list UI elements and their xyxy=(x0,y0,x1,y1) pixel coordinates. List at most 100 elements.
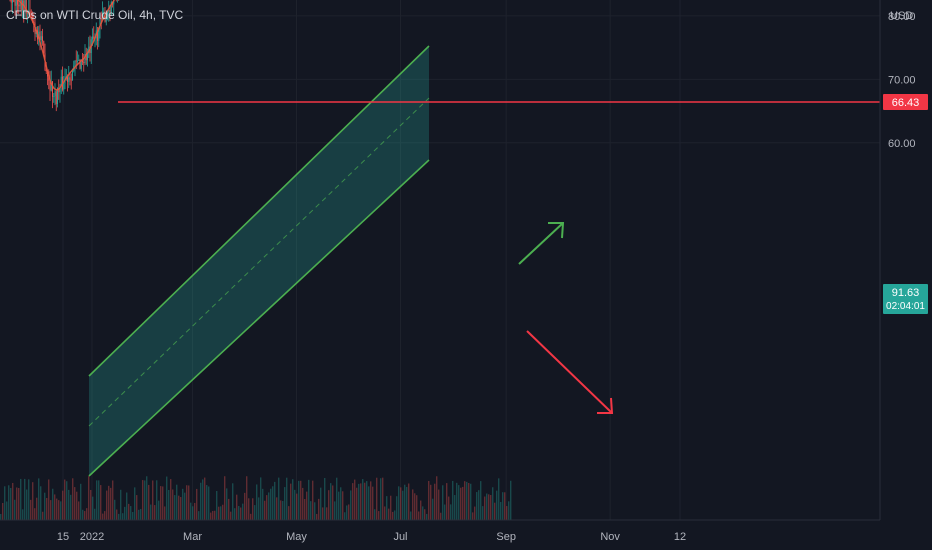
volume-bar xyxy=(50,500,52,520)
volume-bar xyxy=(230,511,232,520)
volume-bar xyxy=(432,498,434,520)
volume-bar xyxy=(390,495,392,520)
volume-bar xyxy=(244,492,246,520)
volume-bar xyxy=(0,513,2,520)
candle-body xyxy=(47,71,48,77)
volume-bar xyxy=(504,492,506,520)
volume-bar xyxy=(196,488,198,520)
volume-bar xyxy=(446,483,448,520)
volume-bar xyxy=(58,500,60,520)
volume-bar xyxy=(306,491,308,520)
volume-bar xyxy=(368,486,370,520)
x-tick-label: Jul xyxy=(393,531,407,543)
volume-bar xyxy=(472,512,474,520)
volume-bar xyxy=(364,482,366,520)
candle-body xyxy=(77,60,78,62)
volume-bar xyxy=(12,482,14,520)
volume-bar xyxy=(258,497,260,520)
volume-bar xyxy=(420,500,422,520)
volume-bar xyxy=(74,487,76,520)
volume-bar xyxy=(98,480,100,520)
volume-bar xyxy=(136,495,138,520)
volume-bar xyxy=(2,503,4,520)
volume-bar xyxy=(382,477,384,520)
candle-body xyxy=(113,0,115,5)
volume-bar xyxy=(86,508,88,520)
candle-body xyxy=(15,0,17,6)
candle-body xyxy=(48,76,50,81)
volume-bar xyxy=(246,476,248,520)
volume-bar xyxy=(334,501,336,520)
volume-bar xyxy=(510,480,512,520)
volume-bar xyxy=(162,486,164,520)
volume-bar xyxy=(500,501,502,520)
volume-bar xyxy=(66,481,68,520)
volume-bar xyxy=(8,485,10,520)
volume-bar xyxy=(498,478,500,520)
volume-bar xyxy=(234,508,236,520)
y-tick-label: 70.00 xyxy=(888,74,916,86)
candle-body xyxy=(63,83,65,90)
volume-bar xyxy=(116,509,118,520)
volume-bar xyxy=(262,488,264,520)
volume-bar xyxy=(462,486,464,520)
volume-bar xyxy=(440,512,442,520)
candle-body xyxy=(28,10,30,12)
volume-bar xyxy=(494,502,496,520)
volume-bar xyxy=(232,483,234,520)
channel-upper-line xyxy=(88,45,430,377)
candle-body xyxy=(13,0,15,2)
volume-bar xyxy=(236,494,238,520)
volume-bar xyxy=(218,506,220,520)
volume-bar xyxy=(224,476,226,520)
volume-bar xyxy=(348,504,350,520)
volume-bar xyxy=(216,491,218,520)
volume-bar xyxy=(178,495,180,520)
bearish-arrow-line xyxy=(526,330,613,414)
volume-bar xyxy=(384,506,386,520)
volume-bar xyxy=(38,478,40,520)
candle-body xyxy=(20,0,22,11)
volume-bar xyxy=(188,485,190,520)
bar-countdown-label: 02:04:01 xyxy=(886,301,925,312)
volume-bar xyxy=(120,489,122,520)
volume-bar xyxy=(296,493,298,520)
volume-bar xyxy=(190,502,192,520)
volume-bar xyxy=(4,486,6,520)
volume-bar xyxy=(272,486,274,520)
volume-bar xyxy=(278,477,280,520)
volume-bar xyxy=(250,513,252,520)
volume-bar xyxy=(270,488,272,520)
volume-bar xyxy=(508,501,510,520)
candle-body xyxy=(40,36,42,41)
candle-body xyxy=(93,36,95,39)
volume-bar xyxy=(122,513,124,520)
candle-body xyxy=(54,91,56,97)
volume-bar xyxy=(314,502,316,520)
candle-body xyxy=(99,17,101,28)
volume-bar xyxy=(252,498,254,520)
volume-bar xyxy=(458,485,460,520)
candle-body xyxy=(45,69,47,72)
candle-body xyxy=(17,0,18,5)
volume-bar xyxy=(124,506,126,520)
candle-body xyxy=(107,12,108,16)
volume-bar xyxy=(96,480,98,520)
volume-bar xyxy=(208,486,210,520)
volume-bar xyxy=(490,495,492,520)
volume-bar xyxy=(374,509,376,520)
candle-body xyxy=(53,96,55,97)
volume-bar xyxy=(186,485,188,520)
candle-body xyxy=(102,11,103,20)
volume-bar xyxy=(506,506,508,520)
volume-bar xyxy=(350,490,352,520)
volume-bar xyxy=(484,496,486,520)
candle-body xyxy=(75,60,77,62)
volume-bar xyxy=(104,511,106,520)
volume-bar xyxy=(94,508,96,520)
candle-body xyxy=(92,36,93,40)
volume-bar xyxy=(360,483,362,520)
volume-bar xyxy=(180,497,182,520)
volume-bar xyxy=(28,479,30,520)
